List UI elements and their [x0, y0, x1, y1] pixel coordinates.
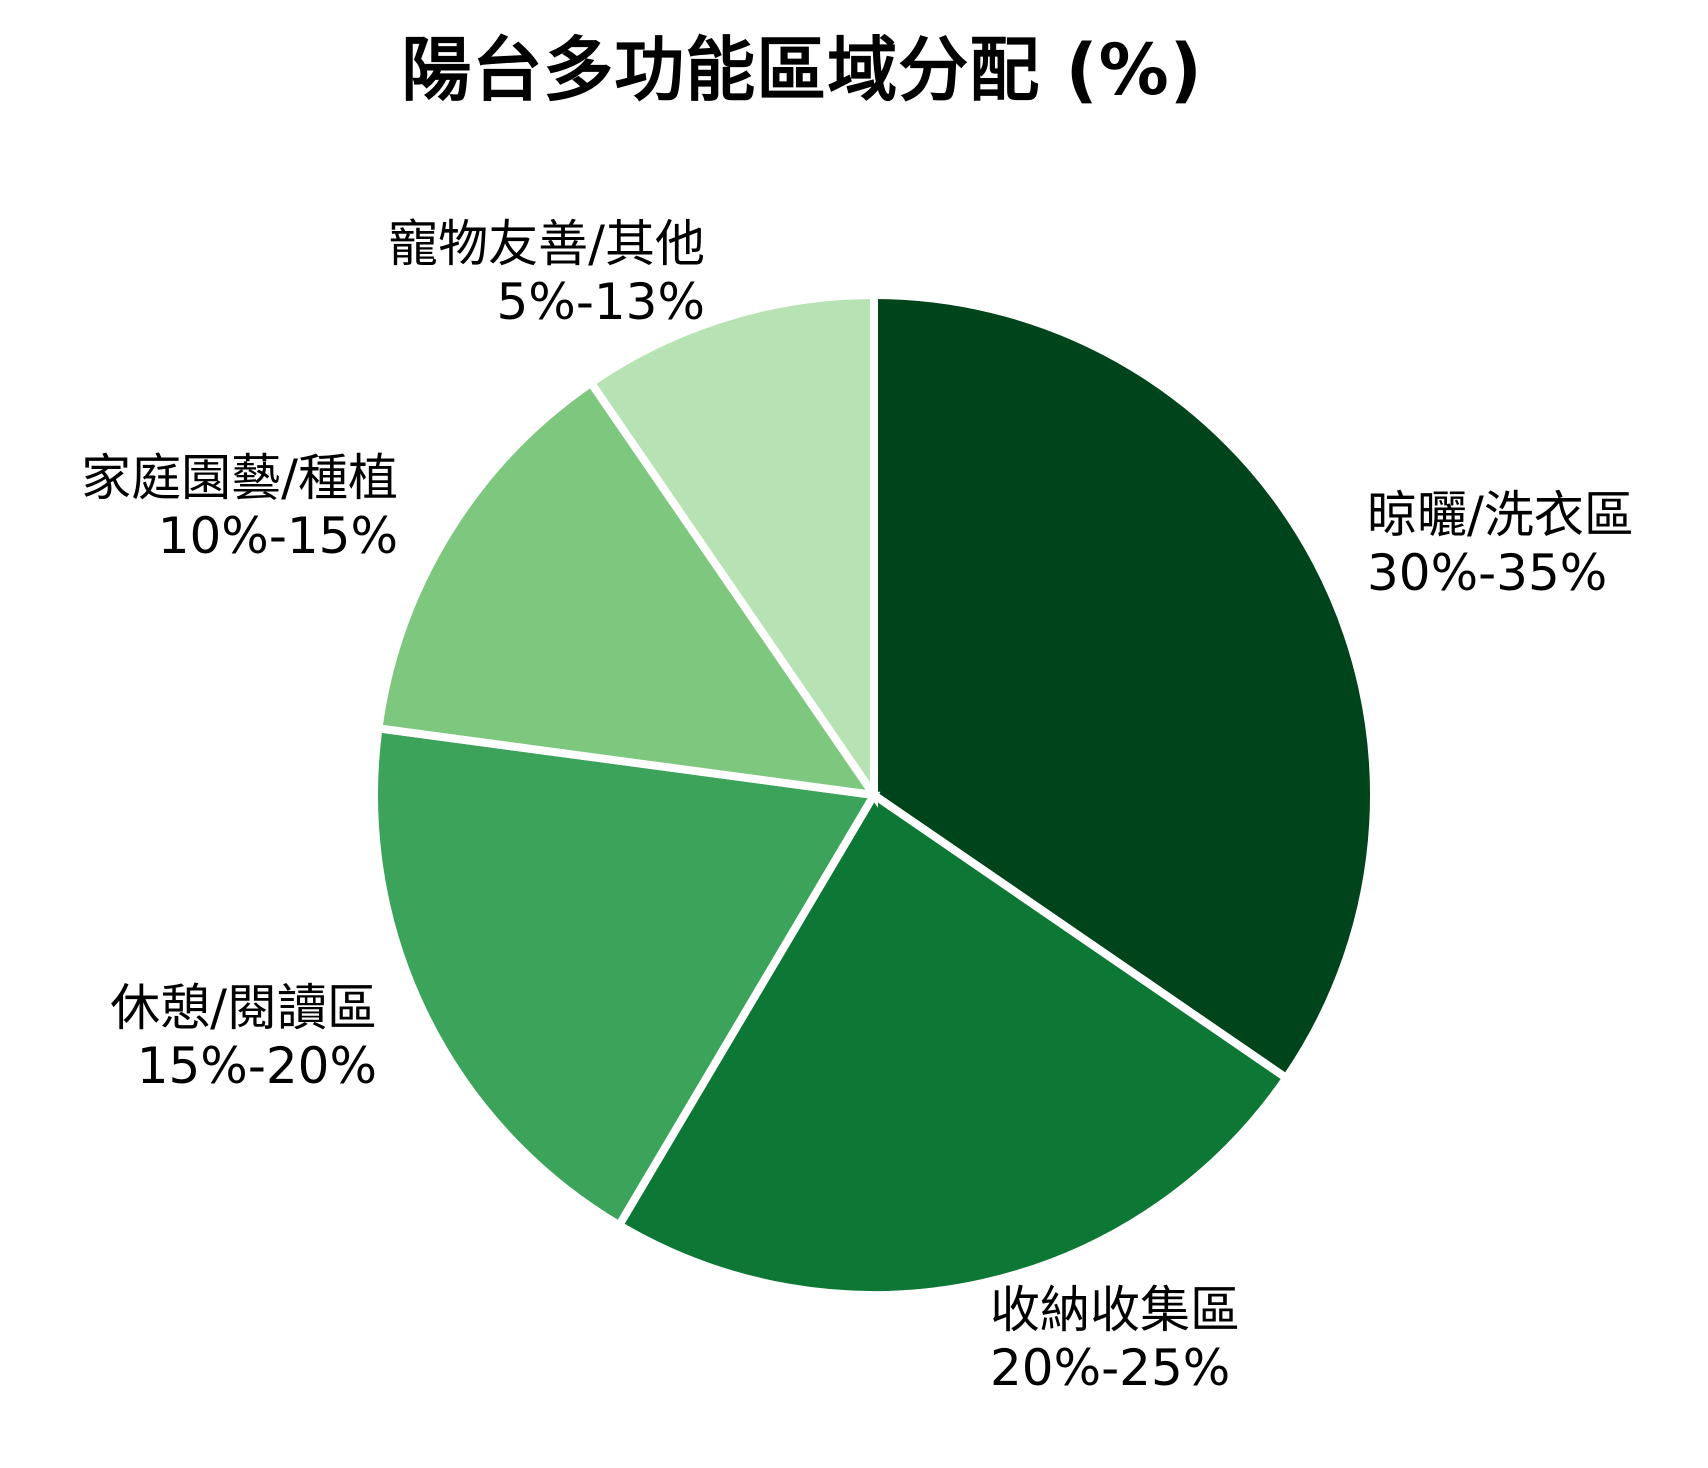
slice-label-range: 30%-35%	[1367, 544, 1608, 602]
pie-slice-3	[370, 723, 881, 1231]
slice-label-name: 收納收集區	[990, 1281, 1240, 1339]
pie-slice-2	[613, 789, 1292, 1299]
slice-label-garden: 家庭園藝/種植 10%-15%	[81, 449, 398, 565]
pie-slice-4	[373, 377, 883, 801]
slice-label-range: 10%-15%	[157, 507, 398, 565]
slice-label-name: 晾曬/洗衣區	[1367, 486, 1634, 544]
slice-label-name: 寵物友善/其他	[388, 215, 705, 273]
chart-title: 陽台多功能區域分配 (%)	[401, 29, 1203, 111]
slice-label-rest: 休憩/閱讀區 15%-20%	[110, 979, 377, 1095]
slice-label-range: 5%-13%	[496, 273, 706, 331]
slice-label-name: 家庭園藝/種植	[81, 449, 398, 507]
pie-slice-1	[870, 290, 1378, 1084]
slice-label-name: 休憩/閱讀區	[110, 979, 377, 1037]
slice-label-range: 20%-25%	[990, 1339, 1231, 1397]
slice-label-pet: 寵物友善/其他 5%-13%	[388, 215, 705, 331]
slice-label-storage: 收納收集區 20%-25%	[990, 1281, 1240, 1397]
slice-label-laundry: 晾曬/洗衣區 30%-35%	[1367, 486, 1634, 602]
slice-label-range: 15%-20%	[136, 1037, 377, 1095]
pie-slice-5	[585, 290, 878, 808]
